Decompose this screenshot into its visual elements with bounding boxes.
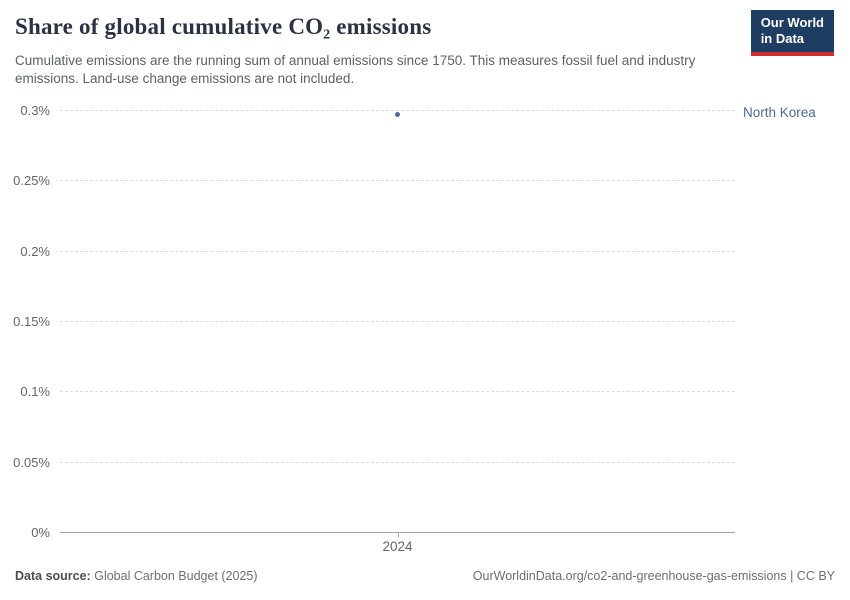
chart-footer: Data source: Global Carbon Budget (2025)… (15, 569, 835, 583)
chart-title: Share of global cumulative CO₂ emissions (15, 14, 432, 39)
attribution-link[interactable]: OurWorldinData.org/co2-and-greenhouse-ga… (472, 569, 835, 583)
plot-area: North Korea 2024 0% 0.05% 0.1% 0.15% 0.2% 0.2… (13, 103, 816, 554)
entity-label-north-korea[interactable]: North Korea (743, 105, 816, 121)
y-axis-tick-label: 0.1% (20, 384, 50, 400)
y-gridline (60, 321, 735, 322)
owid-logo-line2: in Data (760, 31, 805, 47)
owid-logo-line1: Our World (760, 15, 824, 30)
x-axis-line (60, 532, 735, 533)
owid-logo[interactable]: Our World in Data (750, 10, 834, 56)
x-axis-tick-label: 2024 (382, 539, 413, 554)
y-gridline (60, 250, 735, 252)
y-axis-tick-label: 0.3% (20, 103, 50, 118)
y-axis-tick-label: 0% (31, 525, 50, 540)
y-axis-tick-label: 0.2% (20, 243, 50, 259)
y-gridline (60, 180, 735, 182)
y-gridline (60, 391, 735, 393)
data-point-north-korea[interactable] (395, 111, 400, 117)
y-gridline (60, 461, 735, 463)
y-axis-tick-label: 0.15% (13, 314, 50, 329)
y-gridline (60, 110, 735, 111)
data-source-value: Global Carbon Budget (2025) (94, 569, 258, 583)
data-source-label: Data source: (15, 569, 91, 583)
y-axis-tick-label: 0.25% (13, 173, 50, 189)
x-axis-tick-mark (397, 532, 399, 537)
chart-subtitle: Cumulative emissions are the running sum… (15, 53, 696, 87)
y-axis-tick-label: 0.05% (13, 454, 50, 470)
data-source-line: Data source: Global Carbon Budget (2025) (15, 569, 258, 583)
